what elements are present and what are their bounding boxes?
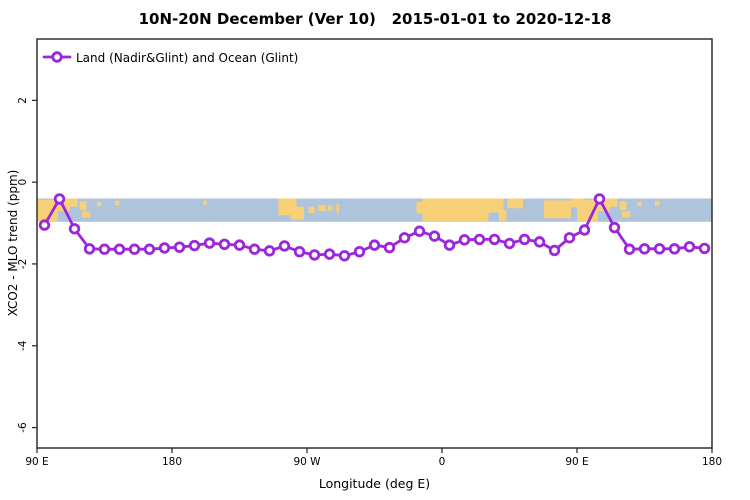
series-marker xyxy=(233,239,246,251)
series-marker xyxy=(668,243,681,255)
map-band-land xyxy=(619,201,627,211)
map-band-land xyxy=(488,198,504,213)
map-band-land xyxy=(115,200,120,206)
series-marker xyxy=(368,239,381,251)
map-band-land xyxy=(499,210,507,221)
series-marker xyxy=(293,245,306,258)
series-marker xyxy=(413,225,426,237)
map-band-land xyxy=(507,198,523,209)
series-marker xyxy=(683,241,696,253)
series-marker xyxy=(518,233,531,246)
series-marker xyxy=(428,230,441,242)
map-band-land xyxy=(336,204,340,213)
series-marker xyxy=(563,232,576,244)
series-marker xyxy=(623,243,636,255)
y-tick-label: -4 xyxy=(17,340,29,351)
series-marker xyxy=(38,219,51,231)
y-axis-title: XCO2 - MLO trend (ppm) xyxy=(6,169,20,317)
x-tick-label: 180 xyxy=(702,456,722,468)
y-tick-label: 2 xyxy=(17,97,29,104)
series-marker xyxy=(158,242,171,254)
series-marker xyxy=(218,238,231,251)
series-marker xyxy=(263,245,276,257)
map-band-land xyxy=(416,202,426,214)
y-tick-label: 0 xyxy=(17,179,29,186)
series-marker xyxy=(128,243,141,255)
y-tick-label: -6 xyxy=(17,422,29,433)
map-band-land xyxy=(655,200,660,206)
series-marker xyxy=(608,221,621,234)
series-marker xyxy=(203,237,216,249)
series-marker xyxy=(533,236,546,248)
map-band-land xyxy=(328,205,333,211)
x-tick-label: 0 xyxy=(439,456,446,468)
map-band-land xyxy=(622,211,631,218)
legend-marker-icon xyxy=(51,51,63,63)
x-tick-label: 180 xyxy=(162,456,182,468)
series-marker xyxy=(83,243,96,255)
y-tick-label: -2 xyxy=(17,259,29,269)
series-marker xyxy=(248,243,261,255)
series-marker xyxy=(68,223,81,235)
series-marker xyxy=(323,248,336,260)
series-marker xyxy=(173,241,186,253)
series-marker xyxy=(578,224,591,236)
map-band-land xyxy=(610,198,618,207)
x-tick-label: 90 W xyxy=(293,456,321,468)
map-band-land xyxy=(637,202,642,206)
series-marker xyxy=(488,233,501,246)
map-band-land xyxy=(577,199,598,222)
series-marker xyxy=(308,249,321,261)
x-tick-label: 90 E xyxy=(565,456,588,468)
series-marker xyxy=(638,243,651,255)
chart-title: 10N-20N December (Ver 10) 2015-01-01 to … xyxy=(138,10,612,28)
map-band-land xyxy=(70,198,78,207)
map-band-land xyxy=(422,198,489,222)
series-marker xyxy=(113,243,126,255)
series-marker xyxy=(353,245,366,258)
series-marker xyxy=(383,241,396,254)
map-band-land xyxy=(79,201,87,211)
series-marker xyxy=(443,239,456,251)
series-marker xyxy=(548,244,561,257)
series-marker xyxy=(278,240,291,252)
series-marker xyxy=(473,233,486,246)
series-marker xyxy=(188,239,201,252)
map-band-land xyxy=(290,206,304,220)
series-marker xyxy=(458,234,471,246)
map-band-land xyxy=(203,200,207,206)
x-tick-label: 90 E xyxy=(25,456,48,468)
map-band-land xyxy=(82,211,91,218)
series-marker xyxy=(53,193,66,205)
series-marker xyxy=(338,250,351,262)
series-marker xyxy=(698,242,711,255)
map-band-land xyxy=(97,202,102,206)
series-marker xyxy=(98,243,111,255)
map-band-land xyxy=(318,205,326,212)
series-marker xyxy=(653,243,666,255)
series-marker xyxy=(398,232,411,244)
map-band-land xyxy=(37,199,58,222)
map-band-land xyxy=(544,200,571,219)
plot-frame xyxy=(36,38,713,449)
legend-label: Land (Nadir&Glint) and Ocean (Glint) xyxy=(76,51,299,65)
series-marker xyxy=(503,237,516,250)
series-marker xyxy=(593,193,606,205)
series-marker xyxy=(143,243,156,255)
map-band-land xyxy=(308,206,315,213)
x-axis-title: Longitude (deg E) xyxy=(318,476,431,491)
